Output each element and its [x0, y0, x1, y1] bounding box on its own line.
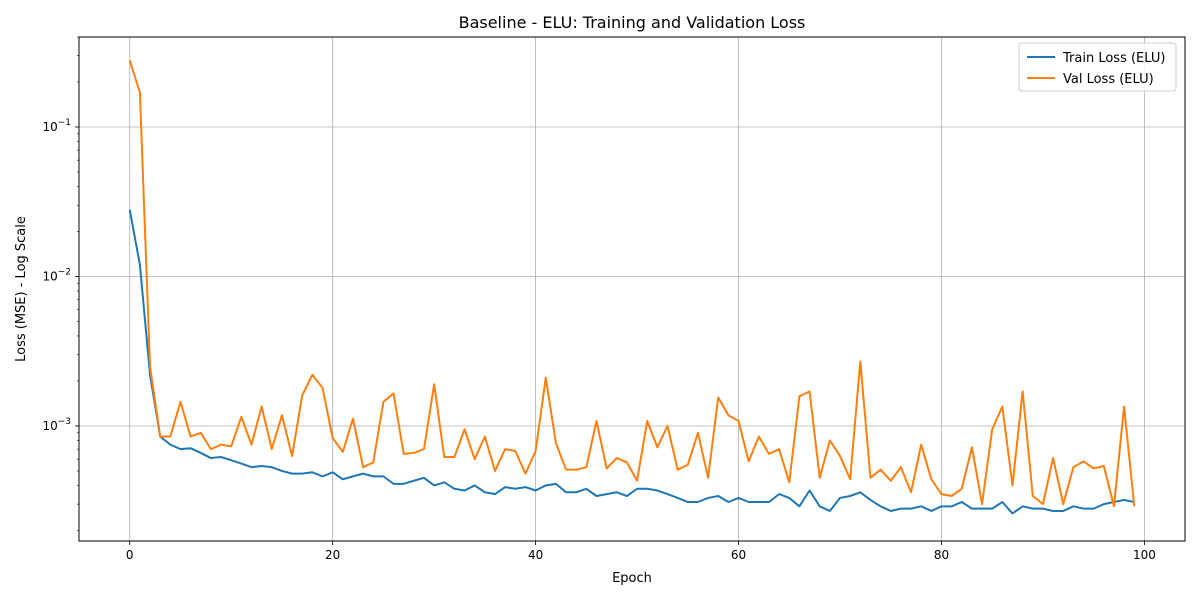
- series-line: [128, 59, 1136, 508]
- x-tick-label: 80: [934, 548, 949, 562]
- plot-area-frame: [78, 36, 1186, 542]
- legend-label: Train Loss (ELU): [1062, 51, 1165, 66]
- y-tick-label: 10−1: [42, 118, 71, 134]
- x-tick-label: 0: [126, 548, 134, 562]
- x-axis-label: Epoch: [612, 571, 652, 586]
- legend-label: Val Loss (ELU): [1063, 72, 1154, 87]
- tick-layer: 0 20 40 60 80 100 10−3 10−2 10−1: [42, 36, 1156, 562]
- legend-box: [1018, 42, 1177, 92]
- chart-title: Baseline - ELU: Training and Validation …: [459, 13, 806, 32]
- x-tick-label: 100: [1133, 548, 1156, 562]
- y-tick-label: 10−2: [42, 267, 71, 283]
- y-tick-label: 10−3: [42, 417, 71, 433]
- x-tick-label: 60: [731, 548, 746, 562]
- x-tick-label: 20: [325, 548, 340, 562]
- x-tick-label: 40: [528, 548, 543, 562]
- series-line: [128, 209, 1135, 515]
- legend: Train Loss (ELU) Val Loss (ELU): [1018, 42, 1177, 92]
- series-layer: [128, 59, 1136, 515]
- y-axis-label: Loss (MSE) - Log Scale: [14, 216, 29, 362]
- grid-lines: [79, 37, 1185, 541]
